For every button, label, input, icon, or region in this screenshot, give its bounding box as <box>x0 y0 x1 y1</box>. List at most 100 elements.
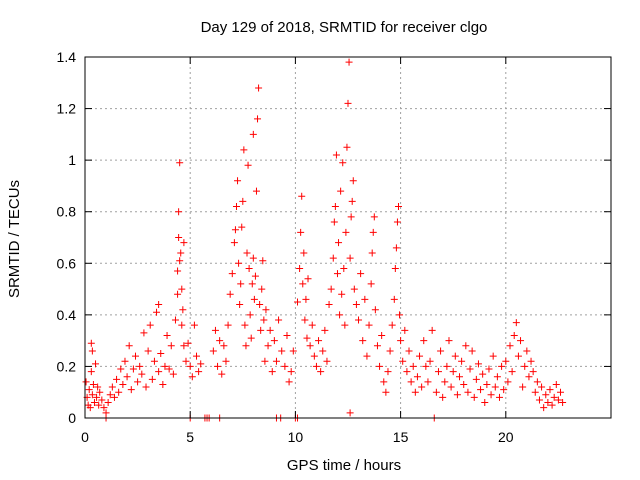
data-point <box>368 249 376 257</box>
data-point <box>129 365 137 373</box>
data-point <box>550 393 558 401</box>
data-point <box>115 388 123 396</box>
data-point <box>298 192 306 200</box>
data-point <box>176 257 184 265</box>
data-point <box>159 380 167 388</box>
data-point <box>231 226 239 234</box>
data-point <box>333 270 341 278</box>
data-point <box>347 213 355 221</box>
y-tick-label: 1 <box>68 152 76 168</box>
data-point <box>100 404 108 412</box>
y-axis-label: SRMTID / TECUs <box>6 180 23 298</box>
data-point <box>382 388 390 396</box>
data-point <box>384 368 392 376</box>
data-point <box>153 308 161 316</box>
data-point <box>437 347 445 355</box>
data-point <box>87 339 95 347</box>
data-point <box>367 280 375 288</box>
data-point <box>222 357 230 365</box>
data-point <box>167 342 175 350</box>
data-point <box>310 352 318 360</box>
data-point <box>348 197 356 205</box>
data-point <box>127 386 135 394</box>
data-point <box>371 306 379 314</box>
data-point <box>236 301 244 309</box>
data-point <box>148 375 156 383</box>
data-point <box>445 337 453 345</box>
data-point <box>175 234 183 241</box>
data-point <box>140 329 148 337</box>
data-point <box>557 388 565 396</box>
data-point <box>300 249 308 257</box>
data-point <box>514 352 522 360</box>
data-point <box>237 280 245 288</box>
data-point <box>235 259 243 267</box>
data-point <box>82 378 90 386</box>
data-point <box>418 383 426 391</box>
data-point <box>88 391 96 399</box>
data-point <box>460 380 468 388</box>
data-point <box>171 316 179 324</box>
data-point <box>241 321 249 329</box>
data-point <box>388 321 396 329</box>
data-point <box>405 347 413 355</box>
data-point <box>386 347 394 355</box>
data-point <box>489 352 497 360</box>
data-point <box>506 342 514 350</box>
data-point <box>121 357 129 365</box>
data-point <box>349 177 357 185</box>
data-point <box>350 285 358 293</box>
data-point <box>485 365 493 373</box>
data-point <box>190 321 198 329</box>
data-point <box>315 337 323 345</box>
data-point <box>527 357 535 365</box>
data-point <box>218 370 226 378</box>
data-point <box>369 228 377 236</box>
data-point <box>428 326 436 334</box>
data-point <box>517 337 525 345</box>
data-point <box>308 321 316 329</box>
data-point <box>331 203 339 211</box>
data-point <box>226 290 234 298</box>
data-point <box>302 295 310 303</box>
data-point <box>234 177 242 185</box>
data-point <box>533 378 541 386</box>
data-point <box>342 228 350 236</box>
data-point <box>244 161 252 169</box>
data-point <box>285 378 293 386</box>
data-point <box>409 362 417 370</box>
data-point <box>85 386 93 394</box>
data-point <box>254 115 262 123</box>
data-point <box>472 375 480 383</box>
data-point <box>228 270 236 278</box>
data-point <box>493 373 501 381</box>
data-point <box>155 368 163 376</box>
data-point <box>502 357 510 365</box>
data-point <box>264 342 272 350</box>
data-point <box>510 331 518 339</box>
data-point <box>178 321 186 329</box>
data-point <box>449 368 457 376</box>
data-point <box>232 203 240 211</box>
data-point <box>224 321 232 329</box>
data-point <box>443 362 451 370</box>
data-point <box>209 347 217 355</box>
x-tick-label: 5 <box>186 429 194 445</box>
data-point <box>136 362 144 370</box>
data-point <box>259 257 267 265</box>
chart-title: Day 129 of 2018, SRMTID for receiver clg… <box>201 19 488 36</box>
data-point <box>319 347 327 355</box>
data-point <box>512 319 520 327</box>
data-point <box>258 285 266 293</box>
data-point <box>330 218 338 226</box>
data-point <box>150 357 158 365</box>
data-point <box>230 239 238 247</box>
data-point <box>287 368 295 376</box>
plot-frame <box>84 56 612 419</box>
data-point <box>90 399 98 407</box>
data-point <box>325 301 333 309</box>
data-point <box>483 380 491 388</box>
data-point <box>294 298 302 306</box>
data-point <box>546 386 554 394</box>
data-point <box>283 331 291 339</box>
